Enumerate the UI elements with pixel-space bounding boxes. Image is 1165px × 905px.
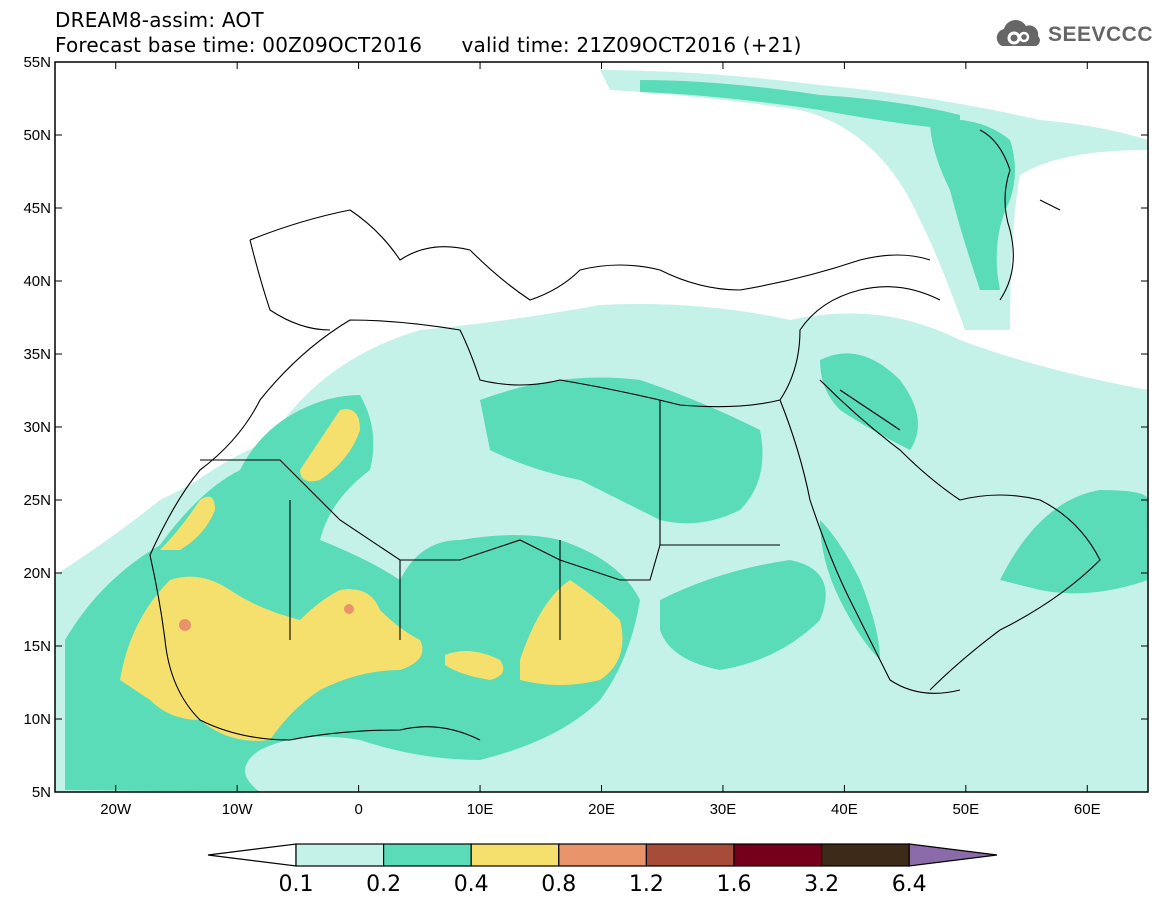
aot-region-0.2-central	[480, 377, 763, 524]
aot-region-0.2-redsea	[820, 520, 880, 660]
colorbar-label: 6.4	[892, 872, 927, 897]
aot-region-0.2-oman	[1000, 490, 1148, 594]
colorbar-label: 0.4	[454, 872, 489, 897]
lat-tick-label: 5N	[32, 784, 51, 801]
coastlines	[149, 129, 1101, 741]
aot-region-0.4-chad	[445, 651, 504, 680]
colorbar-bin	[820, 843, 910, 867]
lat-tick-label: 50N	[23, 127, 51, 144]
valid-time-label: valid time: 21Z09OCT2016 (+21)	[461, 33, 802, 57]
lat-tick-label: 30N	[23, 419, 51, 436]
colorbar-label: 0.2	[366, 872, 401, 897]
aot-region-0.2-east	[660, 560, 826, 670]
colorbar: 0.1 0.2 0.4 0.8 1.2 1.6 3.2 6.4	[207, 843, 998, 897]
aot-region-0.2-caspian	[930, 119, 1015, 291]
lon-tick-label: 0	[354, 801, 362, 818]
lat-tick-label: 40N	[23, 273, 51, 290]
colorbar-label: 1.6	[717, 872, 752, 897]
colorbar-bin	[383, 843, 472, 867]
lon-tick-label: 20W	[100, 801, 132, 818]
lat-tick-label: 55N	[23, 54, 51, 71]
aot-region-0.2-north	[640, 80, 960, 130]
chart-title: DREAM8-assim: AOT	[55, 8, 264, 32]
aot-region-0.4-east	[520, 580, 623, 685]
lon-tick-label: 20E	[588, 801, 615, 818]
colorbar-bin	[295, 843, 385, 867]
seevccc-logo: SEEVCCC	[992, 20, 1153, 50]
lat-tick-label: 45N	[23, 200, 51, 217]
base-time-label: Forecast base time: 00Z09OCT2016	[55, 33, 423, 57]
colorbar-bin	[470, 843, 560, 867]
colorbar-bin	[733, 843, 823, 867]
colorbar-label: 3.2	[804, 872, 839, 897]
aot-region-0.1-north	[600, 70, 1148, 330]
lon-tick-label: 40E	[831, 801, 858, 818]
aot-field	[55, 70, 1148, 792]
lon-tick-label: 30E	[710, 801, 737, 818]
colorbar-arrow-low	[207, 843, 297, 867]
colorbar-label: 0.1	[279, 872, 314, 897]
logo-text: SEEVCCC	[1047, 23, 1153, 46]
lon-tick-label: 10W	[222, 801, 254, 818]
lat-tick-label: 10N	[23, 711, 51, 728]
lon-tick-label: 60E	[1074, 801, 1101, 818]
aot-region-0.4-wsahara	[160, 496, 215, 550]
lat-tick-label: 20N	[23, 565, 51, 582]
cloud-icon	[996, 20, 1040, 46]
lat-tick-label: 25N	[23, 492, 51, 509]
forecast-time-line: Forecast base time: 00Z09OCT2016 valid t…	[55, 33, 802, 57]
aot-region-0.8-b	[344, 604, 354, 614]
lat-axis: 55N 50N 45N 40N 35N 30N 25N 20N 15N 10N 5N	[23, 54, 1148, 801]
aot-region-0.4-sahara	[300, 409, 360, 482]
lon-tick-label: 50E	[952, 801, 979, 818]
colorbar-label: 0.8	[541, 872, 576, 897]
aot-region-0.1-atlantic	[55, 480, 200, 640]
colorbar-label: 1.2	[629, 872, 664, 897]
lon-axis: 20W 10W 0 10E 20E 30E 40E 50E 60E	[100, 62, 1101, 818]
lon-tick-label: 10E	[467, 801, 494, 818]
lat-tick-label: 35N	[23, 346, 51, 363]
aot-region-0.8-a	[179, 619, 191, 631]
aot-region-0.4-west	[120, 576, 423, 741]
lat-tick-label: 15N	[23, 638, 51, 655]
colorbar-bin	[645, 843, 735, 867]
colorbar-bin	[558, 843, 647, 867]
colorbar-arrow-high	[908, 843, 998, 867]
